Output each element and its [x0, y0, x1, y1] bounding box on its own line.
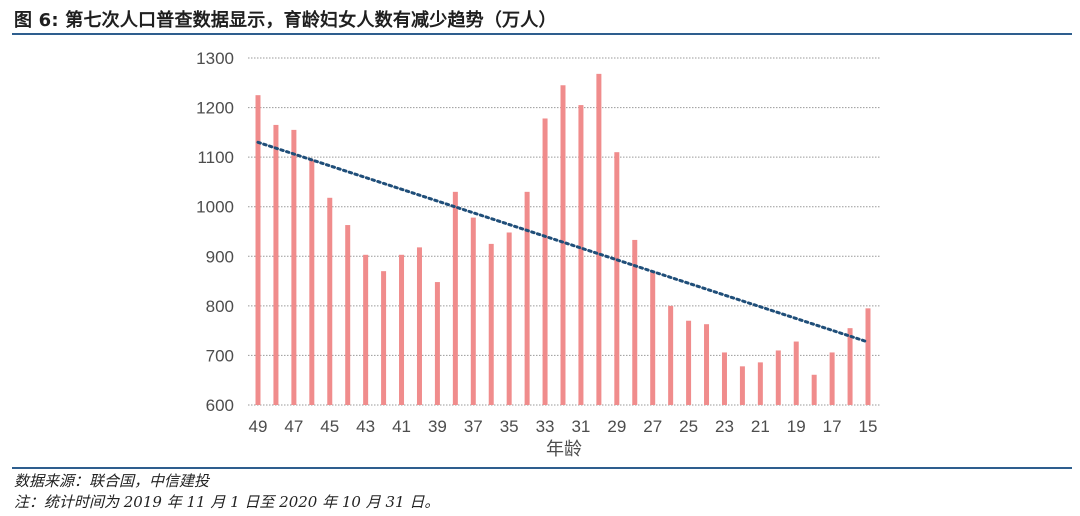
bar-age-33	[542, 118, 548, 405]
x-tick-label: 21	[751, 417, 770, 436]
bar-age-44	[345, 225, 351, 405]
y-tick-label: 1200	[196, 99, 234, 118]
y-tick-label: 900	[206, 247, 234, 266]
bar-age-34	[524, 191, 530, 405]
bar-age-17	[829, 352, 835, 405]
x-tick-label: 25	[679, 417, 698, 436]
bar-age-37	[470, 217, 476, 405]
x-tick-label: 43	[356, 417, 375, 436]
x-tick-label: 19	[787, 417, 806, 436]
x-tick-label: 37	[464, 417, 483, 436]
footnote: 注：统计时间为 2019 年 11 月 1 日至 2020 年 10 月 31 …	[14, 493, 440, 511]
bar-chart: 600 700 800 900 1000 1100 1200 1300 49 47 45 43 41 3…	[196, 49, 880, 460]
x-tick-label: 29	[607, 417, 626, 436]
x-tick-label: 23	[715, 417, 734, 436]
x-tick-label: 33	[536, 417, 555, 436]
trendline-layer	[256, 140, 870, 344]
bar-age-45	[327, 197, 333, 405]
x-axis-ticks: 49 47 45 43 41 39 37 35 33 31 29 27 25 23 21 19 17 15	[249, 417, 878, 436]
y-tick-label: 1300	[196, 49, 234, 68]
y-tick-label: 600	[206, 396, 234, 415]
y-tick-label: 1100	[197, 148, 234, 167]
x-tick-label: 47	[284, 417, 303, 436]
top-rule	[12, 33, 1072, 35]
bar-age-20	[775, 350, 781, 405]
bar-age-35	[506, 232, 512, 405]
bar-age-47	[291, 129, 297, 405]
bar-age-19	[793, 341, 799, 405]
bar-age-27	[650, 271, 656, 405]
bar-age-15	[865, 308, 871, 405]
bars	[255, 73, 871, 406]
data-source: 数据来源：联合国，中信建投	[14, 472, 210, 490]
x-tick-label: 49	[249, 417, 268, 436]
x-tick-label: 27	[643, 417, 662, 436]
bar-age-31	[578, 105, 584, 405]
bar-age-24	[704, 324, 710, 405]
bar-age-21	[757, 362, 763, 405]
x-tick-label: 35	[500, 417, 519, 436]
bar-age-40	[416, 247, 422, 405]
x-tick-label: 39	[428, 417, 447, 436]
bar-age-23	[721, 352, 727, 405]
x-tick-label: 31	[571, 417, 590, 436]
bar-age-25	[686, 320, 692, 405]
bar-age-22	[739, 366, 745, 405]
bar-age-43	[363, 254, 369, 405]
bar-age-46	[309, 159, 315, 405]
bar-age-32	[560, 85, 566, 405]
bar-age-30	[596, 73, 602, 405]
bar-age-41	[399, 254, 405, 405]
x-axis-label: 年龄	[546, 439, 582, 460]
bar-age-36	[488, 243, 494, 405]
trendline	[256, 140, 870, 344]
x-tick-label: 15	[859, 417, 878, 436]
x-tick-label: 17	[823, 417, 842, 436]
y-tick-label: 800	[206, 297, 234, 316]
bar-age-39	[434, 282, 440, 405]
x-tick-label: 45	[320, 417, 339, 436]
y-tick-label: 1000	[196, 198, 234, 217]
bar-age-16	[847, 328, 853, 405]
bar-age-38	[452, 191, 458, 405]
figure-title: 图 6: 第七次人口普查数据显示，育龄妇女人数有减少趋势（万人）	[14, 10, 557, 31]
bottom-rule	[12, 467, 1072, 469]
bar-age-49	[255, 95, 261, 405]
x-tick-label: 41	[392, 417, 411, 436]
y-tick-label: 700	[206, 346, 234, 365]
y-axis-ticks: 600 700 800 900 1000 1100 1200 1300	[196, 49, 234, 415]
bar-age-18	[811, 374, 817, 405]
bar-age-42	[381, 271, 387, 405]
bar-age-29	[614, 152, 620, 405]
bar-age-26	[668, 305, 674, 405]
bar-age-28	[632, 239, 638, 405]
bar-age-48	[273, 124, 279, 406]
